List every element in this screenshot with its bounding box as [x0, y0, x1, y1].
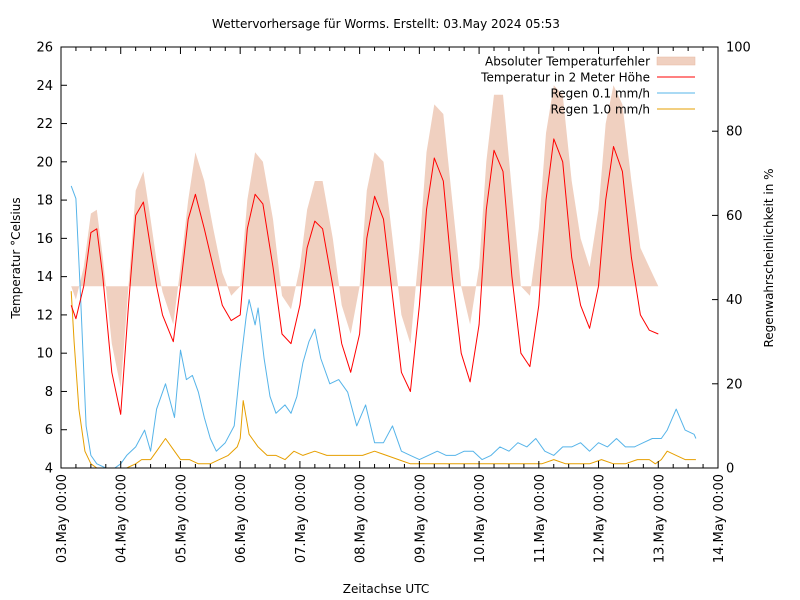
x-axis-label: Zeitachse UTC: [343, 582, 429, 596]
y-tick-label: 26: [36, 41, 53, 56]
y-tick-label: 8: [45, 385, 53, 400]
x-tick-label: 08.May 00:00: [354, 474, 369, 563]
y2-tick-label: 20: [726, 377, 743, 392]
y2-tick-label: 80: [726, 125, 743, 140]
legend-label: Temperatur in 2 Meter Höhe: [480, 71, 650, 85]
y2-tick-label: 100: [726, 41, 751, 56]
rain-01-line: [70, 185, 697, 469]
x-tick-label: 03.May 00:00: [55, 474, 70, 563]
y-tick-label: 14: [36, 270, 53, 285]
x-tick-label: 05.May 00:00: [174, 474, 189, 563]
y-tick-label: 20: [36, 155, 53, 170]
y-tick-label: 6: [45, 423, 53, 438]
y-tick-label: 24: [36, 79, 53, 94]
legend-label: Absoluter Temperaturfehler: [485, 55, 650, 69]
legend-label: Regen 1.0 mm/h: [550, 103, 650, 117]
y-tick-label: 18: [36, 194, 53, 209]
rain-10-line: [70, 291, 696, 469]
y2-tick-label: 0: [726, 462, 734, 477]
x-tick-label: 07.May 00:00: [294, 474, 309, 563]
temperature-line: [70, 138, 659, 415]
x-tick-label: 06.May 00:00: [234, 474, 249, 563]
y-axis-label: Temperatur °Celsius: [9, 197, 23, 319]
temperature-error-band: [71, 85, 659, 388]
y-tick-label: 22: [36, 117, 53, 132]
x-tick-label: 13.May 00:00: [652, 474, 667, 563]
chart-title: Wettervorhersage für Worms. Erstellt: 03…: [212, 17, 560, 31]
y-tick-label: 4: [45, 462, 53, 477]
legend-label: Regen 0.1 mm/h: [550, 87, 650, 101]
x-tick-label: 12.May 00:00: [593, 474, 608, 563]
y-tick-label: 16: [36, 232, 53, 247]
y2-tick-label: 60: [726, 209, 743, 224]
x-tick-label: 10.May 00:00: [473, 474, 488, 563]
legend-swatch-area: [656, 56, 696, 66]
y2-axis-label: Regenwahrscheinlichkeit in %: [762, 168, 776, 347]
x-tick-label: 09.May 00:00: [413, 474, 428, 563]
x-tick-label: 11.May 00:00: [533, 474, 548, 563]
y2-tick-label: 40: [726, 293, 743, 308]
y-tick-label: 12: [36, 308, 53, 323]
x-tick-label: 04.May 00:00: [115, 474, 130, 563]
x-tick-label: 14.May 00:00: [712, 474, 727, 563]
legend: Absoluter Temperaturfehler Temperatur in …: [480, 55, 696, 117]
y-tick-label: 10: [36, 347, 53, 362]
